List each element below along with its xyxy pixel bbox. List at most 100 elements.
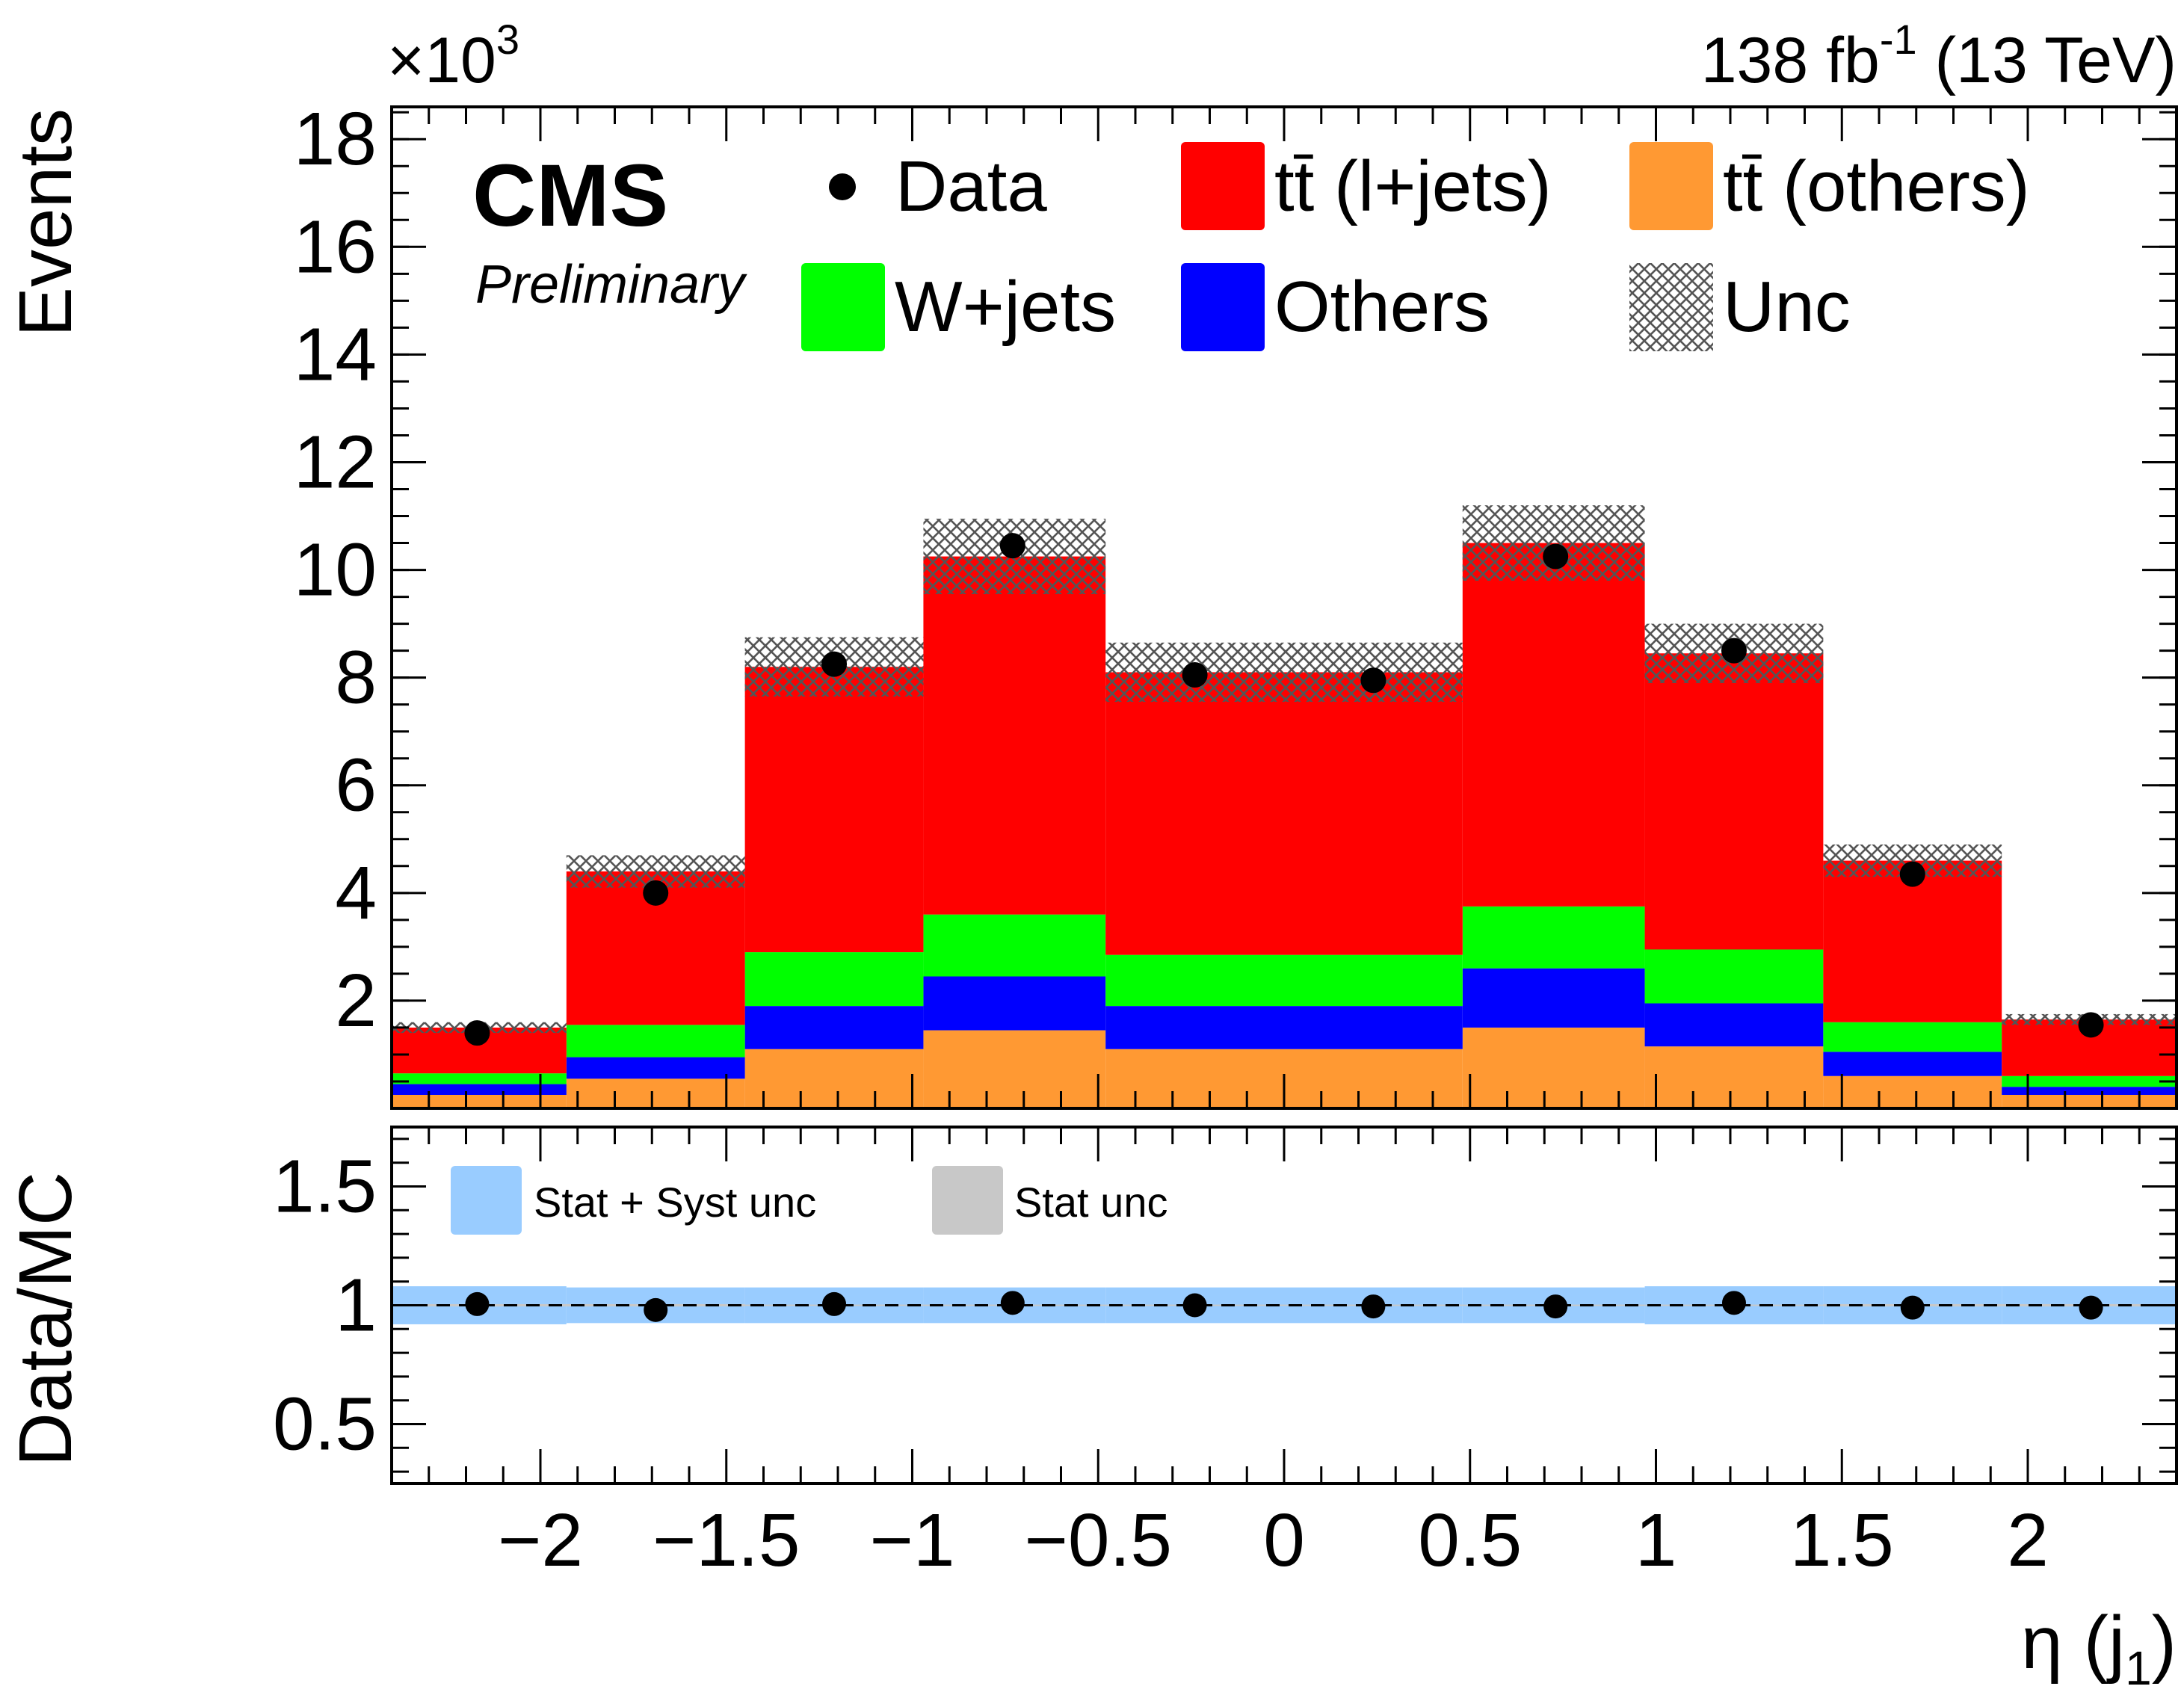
legend-wjets-label: W+jets xyxy=(895,267,1116,347)
ratio-point-2 xyxy=(822,1291,847,1316)
bar-others-1 xyxy=(566,1057,745,1079)
legend-unc-label: Unc xyxy=(1723,267,1851,347)
ratio-point-8 xyxy=(1900,1295,1925,1320)
main-legend: Data tt̄ (l+jets) tt̄ (others) W+jets Ot… xyxy=(801,142,2030,351)
main-uncertainty-band xyxy=(392,505,2177,1034)
bar-tt-l-jets--2 xyxy=(744,667,924,953)
legend-stat-syst-label: Stat + Syst unc xyxy=(534,1179,816,1226)
bar-others-9 xyxy=(2002,1087,2177,1095)
unc-band-6 xyxy=(1462,505,1645,581)
legend-ttbar-others-label: tt̄ (others) xyxy=(1723,146,2030,226)
ratio-x-tick-label-4: 0 xyxy=(1263,1498,1305,1582)
bar-tt-others--7 xyxy=(1644,1046,1824,1108)
data-point-1 xyxy=(643,880,669,906)
ratio-legend: Stat + Syst unc Stat unc xyxy=(451,1166,1167,1235)
bar-w-jets-1 xyxy=(566,1025,745,1058)
ratio-point-7 xyxy=(1721,1291,1746,1315)
header: ×103 138 fb-1 (13 TeV) xyxy=(387,16,2177,96)
legend-data-label: Data xyxy=(895,146,1047,226)
main-y-tick-label-7: 16 xyxy=(294,205,377,288)
data-point-9 xyxy=(2078,1012,2104,1038)
ratio-point-0 xyxy=(465,1291,490,1316)
bar-tt-l-jets--7 xyxy=(1644,653,1824,950)
x-axis-title: η (j1) xyxy=(2021,1601,2177,1695)
bar-tt-l-jets--6 xyxy=(1462,543,1645,907)
legend-wjets-swatch xyxy=(801,263,885,351)
experiment-label: CMS xyxy=(472,146,668,245)
ratio-x-tick-label-0: −2 xyxy=(498,1498,583,1582)
ratio-y-tick-label-0: 0.5 xyxy=(273,1383,377,1466)
y-scale-label: ×103 xyxy=(387,16,519,96)
main-y-tick-label-8: 18 xyxy=(294,97,377,181)
legend-stat-syst-swatch xyxy=(451,1166,522,1235)
main-y-tick-label-5: 12 xyxy=(294,420,377,504)
y-axis-title: Events xyxy=(4,108,87,337)
bar-tt-l-jets--3 xyxy=(923,556,1106,915)
bar-tt-l-jets--8 xyxy=(1823,860,2002,1022)
main-y-tick-label-1: 4 xyxy=(335,851,377,935)
legend-others-swatch xyxy=(1181,263,1265,351)
ratio-x-tick-label-2: −1 xyxy=(869,1498,954,1582)
main-data-points xyxy=(464,533,2104,1046)
main-y-tick-label-6: 14 xyxy=(294,312,377,396)
main-stack xyxy=(392,543,2177,1108)
bar-tt-others--6 xyxy=(1462,1027,1645,1108)
ratio-point-6 xyxy=(1543,1294,1568,1319)
data-point-3 xyxy=(999,533,1025,559)
main-y-tick-label-2: 6 xyxy=(335,744,377,827)
bar-others-5 xyxy=(1284,1006,1463,1049)
ratio-x-tick-label-8: 2 xyxy=(2007,1498,2049,1582)
data-point-0 xyxy=(464,1020,490,1046)
ratio-data-points xyxy=(465,1291,2103,1322)
bar-tt-others--8 xyxy=(1823,1075,2002,1108)
bar-tt-others--0 xyxy=(392,1094,567,1108)
bar-w-jets-6 xyxy=(1462,906,1645,969)
bar-tt-l-jets--5 xyxy=(1284,672,1463,955)
ratio-x-tick-label-7: 1.5 xyxy=(1790,1498,1894,1582)
bar-tt-others--4 xyxy=(1105,1049,1284,1108)
bar-others-4 xyxy=(1105,1006,1284,1049)
ratio-x-tick-label-1: −1.5 xyxy=(653,1498,800,1582)
status-label: Preliminary xyxy=(475,255,747,315)
data-point-8 xyxy=(1899,861,1925,887)
bar-tt-others--1 xyxy=(566,1078,745,1108)
data-point-5 xyxy=(1360,667,1386,694)
legend-stat-label: Stat unc xyxy=(1014,1179,1167,1226)
ratio-point-3 xyxy=(1000,1291,1025,1315)
bar-w-jets-8 xyxy=(1823,1022,2002,1052)
bar-others-6 xyxy=(1462,968,1645,1028)
ratio-x-tick-label-5: 0.5 xyxy=(1418,1498,1522,1582)
bar-others-8 xyxy=(1823,1052,2002,1076)
bar-tt-others--5 xyxy=(1284,1049,1463,1108)
ratio-y-axis-title: Data/MC xyxy=(4,1172,87,1467)
lumi-label: 138 fb-1 (13 TeV) xyxy=(1701,16,2177,96)
legend-others-label: Others xyxy=(1274,267,1490,347)
bar-w-jets-4 xyxy=(1105,954,1284,1007)
bar-others-2 xyxy=(744,1006,924,1049)
legend-data-marker xyxy=(829,173,856,200)
bar-w-jets-0 xyxy=(392,1073,567,1084)
bar-w-jets-5 xyxy=(1284,954,1463,1007)
ratio-point-9 xyxy=(2079,1295,2103,1320)
main-y-tick-label-4: 10 xyxy=(294,528,377,612)
bar-w-jets-3 xyxy=(923,914,1106,977)
ratio-point-5 xyxy=(1361,1294,1386,1319)
bar-w-jets-7 xyxy=(1644,949,1824,1004)
bar-others-7 xyxy=(1644,1003,1824,1047)
ratio-x-tick-label-6: 1 xyxy=(1635,1498,1677,1582)
legend-stat-swatch xyxy=(932,1166,1003,1235)
legend-ttbar-ljets-label: tt̄ (l+jets) xyxy=(1274,146,1552,226)
ratio-y-tick-label-1: 1 xyxy=(335,1264,377,1347)
bar-tt-others--3 xyxy=(923,1030,1106,1108)
bar-others-0 xyxy=(392,1084,567,1095)
legend-ttbar-ljets-swatch xyxy=(1181,142,1265,230)
ratio-point-1 xyxy=(644,1297,668,1322)
main-y-tick-label-0: 2 xyxy=(335,959,377,1043)
data-point-6 xyxy=(1543,543,1569,569)
ratio-y-tick-label-2: 1.5 xyxy=(273,1145,377,1229)
legend-ttbar-others-swatch xyxy=(1629,142,1713,230)
ratio-axes: 0.5 1 1.5 −2 −1.5 −1 −0.5 0 0.5 1 1.5 2 xyxy=(273,1126,2178,1582)
bar-tt-others--2 xyxy=(744,1049,924,1108)
bar-w-jets-2 xyxy=(744,952,924,1007)
